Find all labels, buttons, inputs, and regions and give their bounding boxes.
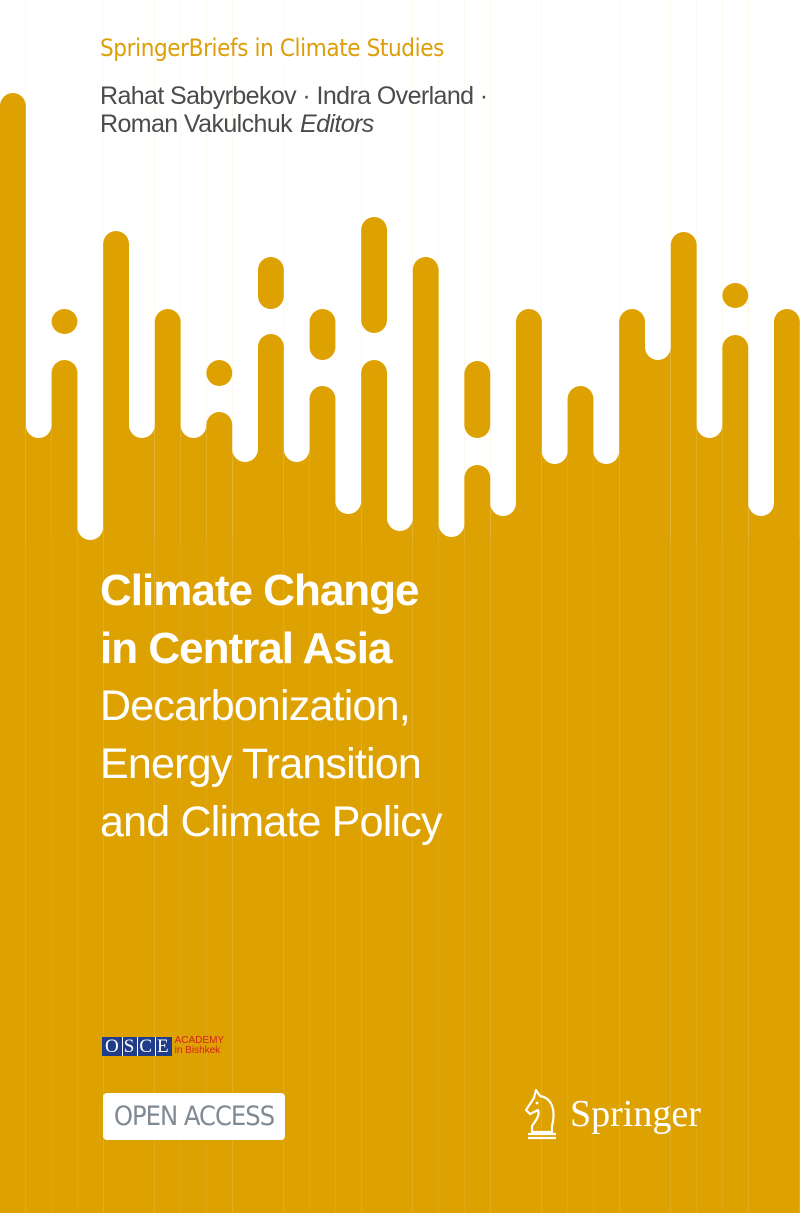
springer-logo: Springer [522, 1088, 701, 1140]
white-drip-end [593, 438, 620, 464]
osce-academy-line2: in Bishkek [174, 1045, 221, 1056]
white-drip [180, 0, 207, 426]
white-drip [77, 0, 104, 528]
white-drip-end [283, 436, 310, 462]
editors-label: Editors [300, 110, 374, 138]
white-drip [129, 0, 155, 426]
gold-column [619, 321, 645, 1213]
gold-column [154, 321, 181, 1213]
gold-column [258, 346, 284, 1213]
white-drip [696, 0, 723, 426]
gold-pill [206, 360, 233, 386]
gold-pill [51, 309, 78, 334]
book-title-line-1: Climate Change [100, 566, 420, 615]
gold-column [206, 424, 233, 1213]
white-drip-end [25, 412, 52, 438]
white-drip-end [180, 412, 207, 438]
osce-letter: C [137, 1035, 153, 1057]
white-drip [438, 0, 465, 525]
gold-pill [464, 361, 491, 438]
white-drip-end [696, 412, 723, 438]
author-name: Roman Vakulchuk [100, 110, 293, 138]
white-drip [387, 0, 413, 519]
gold-column [412, 269, 439, 1213]
osce-letter: E [155, 1035, 170, 1057]
osce-academy-logo: O S C E ACADEMY in Bishkek [102, 1036, 224, 1056]
authors-line-1: Rahat Sabyrbekov · Indra Overland · [100, 82, 488, 110]
white-drip-end [335, 488, 362, 514]
open-access-label: OPEN ACCESS [113, 1101, 275, 1132]
book-title-line-2: in Central Asia [100, 624, 392, 673]
white-drip [283, 0, 310, 450]
white-drip-end [645, 334, 671, 360]
gold-column [361, 372, 387, 1213]
white-drip-end [232, 436, 258, 462]
publisher-name: Springer [570, 1093, 701, 1135]
white-drip-end [77, 514, 104, 540]
open-access-badge: OPEN ACCESS [103, 1093, 285, 1140]
white-drip-end [748, 490, 774, 516]
gold-column [670, 244, 697, 1213]
gold-column [774, 321, 800, 1213]
osce-letter: S [121, 1035, 136, 1057]
gold-pill [361, 217, 387, 333]
white-drip [232, 0, 258, 450]
subtitle-line-2: Energy Transition [100, 740, 422, 788]
white-drip-end [438, 511, 465, 537]
osce-letter: O [104, 1035, 120, 1057]
gold-column [51, 372, 78, 1213]
white-drip [490, 0, 516, 504]
gold-column [516, 321, 542, 1213]
gold-pill [309, 309, 336, 360]
authors-line-2: Roman Vakulchuk Editors [100, 110, 374, 139]
white-drip-end [129, 412, 155, 438]
white-drip-end [490, 490, 516, 516]
series-title: SpringerBriefs in Climate Studies [100, 34, 444, 62]
white-drip [335, 0, 362, 502]
white-drip [25, 0, 52, 426]
osce-academy-line1: ACADEMY [174, 1035, 225, 1046]
chess-knight-icon [524, 1088, 556, 1140]
gold-pill [258, 257, 284, 309]
white-drip-end [387, 505, 413, 531]
subtitle-line-3: and Climate Policy [100, 798, 443, 846]
gold-pill [722, 283, 749, 308]
gold-column [567, 398, 594, 1213]
white-drip-end [541, 438, 568, 464]
osce-academy-text: ACADEMY in Bishkek [175, 1036, 224, 1056]
gold-column [309, 398, 336, 1213]
white-drip [593, 0, 620, 452]
white-drip [541, 0, 568, 452]
gold-column [722, 347, 749, 1213]
osce-letters: O S C E [102, 1035, 172, 1057]
subtitle-line-1: Decarbonization, [100, 682, 411, 730]
gold-column [464, 477, 491, 1213]
white-drip [645, 0, 671, 348]
gold-column [0, 105, 26, 1213]
white-drip [748, 0, 774, 504]
